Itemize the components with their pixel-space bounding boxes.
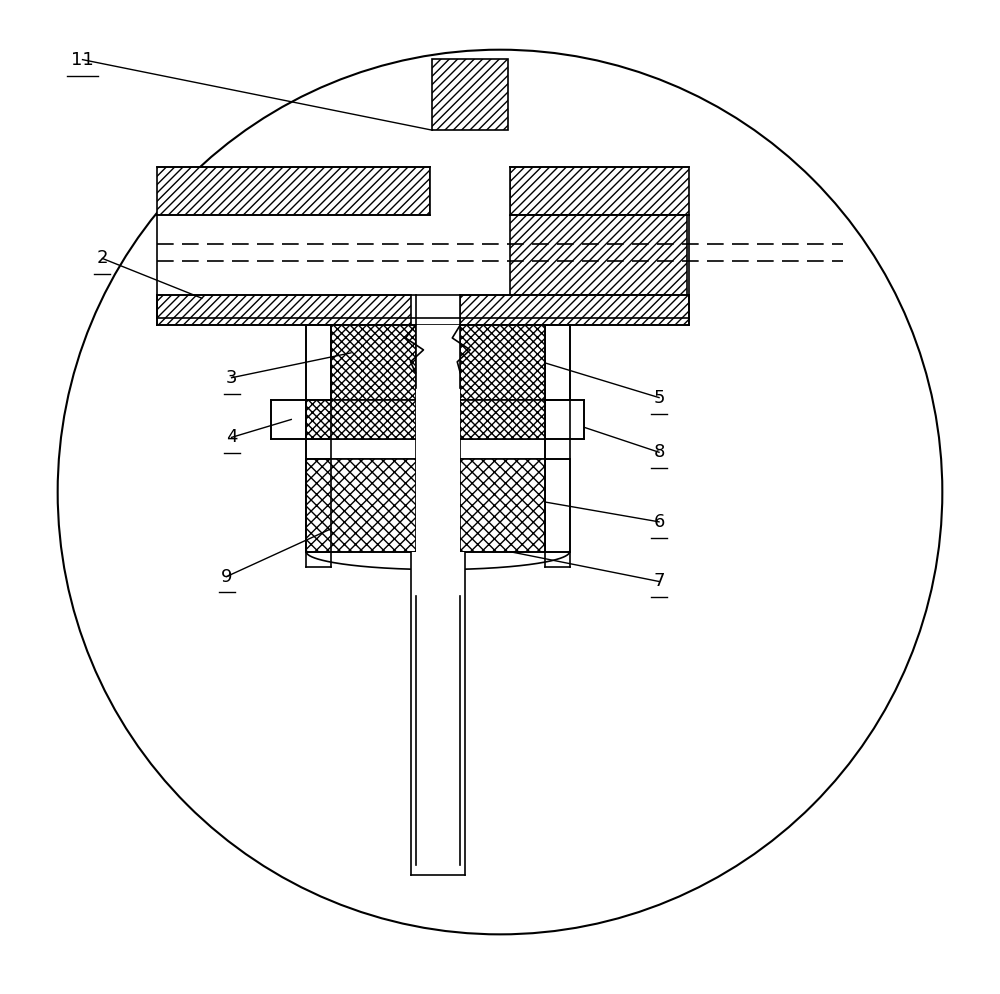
Text: 3: 3 bbox=[226, 369, 237, 387]
Text: 11: 11 bbox=[71, 51, 94, 69]
Bar bbox=[331, 325, 416, 400]
Bar bbox=[306, 400, 416, 439]
Text: 9: 9 bbox=[221, 568, 232, 585]
Bar bbox=[460, 325, 545, 400]
Bar bbox=[460, 459, 545, 552]
Bar bbox=[306, 459, 331, 552]
Bar bbox=[460, 295, 689, 325]
Bar bbox=[306, 459, 416, 552]
Bar bbox=[306, 439, 416, 459]
Bar bbox=[430, 167, 510, 215]
Bar bbox=[416, 295, 460, 325]
Text: 2: 2 bbox=[97, 249, 108, 267]
Bar bbox=[157, 295, 411, 325]
Bar bbox=[432, 59, 508, 130]
Bar bbox=[460, 400, 545, 439]
Text: 7: 7 bbox=[653, 573, 665, 590]
Bar bbox=[510, 167, 689, 215]
Bar bbox=[545, 400, 584, 439]
Bar bbox=[271, 400, 306, 439]
Bar bbox=[510, 215, 687, 298]
Bar bbox=[460, 439, 545, 459]
Bar bbox=[545, 325, 570, 400]
Text: 8: 8 bbox=[653, 443, 665, 461]
Text: 5: 5 bbox=[653, 389, 665, 407]
Text: 6: 6 bbox=[653, 513, 665, 531]
Bar bbox=[306, 325, 331, 400]
Bar bbox=[545, 459, 570, 552]
Bar bbox=[157, 167, 430, 215]
Bar bbox=[411, 552, 465, 875]
Bar bbox=[416, 325, 460, 865]
Text: 4: 4 bbox=[226, 428, 237, 446]
